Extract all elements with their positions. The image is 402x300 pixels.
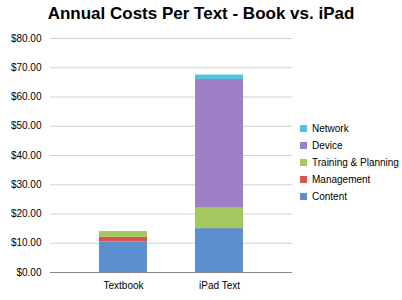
- html-text:Management: Management: [312, 173, 371, 185]
- html-text:Network: Network: [312, 122, 349, 134]
- svg-text:$30.00: $30.00: [11, 179, 42, 190]
- svg-text:iPad Text: iPad Text: [199, 280, 240, 291]
- svg-text:$70.00: $70.00: [11, 62, 42, 73]
- html-text:Device: Device: [312, 139, 343, 151]
- svg-text:$40.00: $40.00: [11, 150, 42, 161]
- html-text:Annual Costs Per Text - Book v: Annual Costs Per Text - Book vs. iPad: [47, 4, 355, 23]
- svg-text:$80.00: $80.00: [11, 33, 42, 44]
- svg-text:$60.00: $60.00: [11, 91, 42, 102]
- svg-text:$20.00: $20.00: [11, 208, 42, 219]
- svg-text:$50.00: $50.00: [11, 120, 42, 131]
- svg-text:Textbook: Textbook: [103, 280, 144, 291]
- html-text:Content: Content: [312, 190, 347, 202]
- html-text:Training & Planning: Training & Planning: [312, 156, 399, 168]
- svg-text:$0.00: $0.00: [16, 267, 41, 278]
- svg-text:$10.00: $10.00: [11, 237, 42, 248]
